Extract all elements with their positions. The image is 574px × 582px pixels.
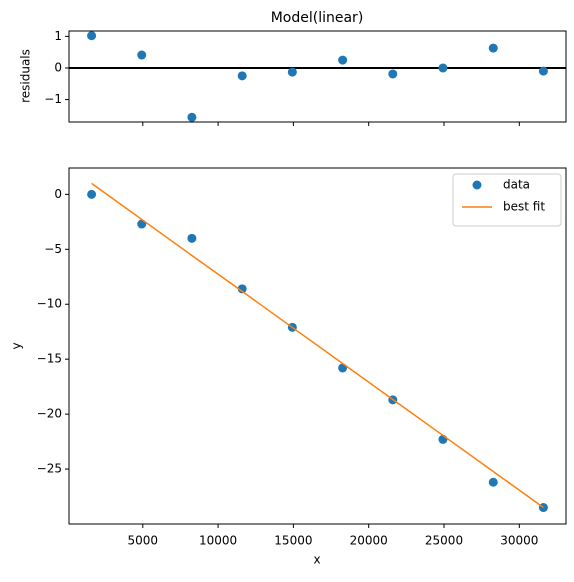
x-tick-label: 5000 — [128, 534, 159, 548]
x-tick-label: 30000 — [500, 534, 538, 548]
legend-label: best fit — [503, 200, 545, 214]
data-point — [187, 233, 197, 243]
y-tick-label: 0 — [54, 187, 62, 201]
x-axis-label: x — [313, 553, 320, 567]
data-point — [488, 477, 498, 487]
y-tick-label: −10 — [37, 297, 62, 311]
y-tick-label: −1 — [44, 92, 62, 106]
data-point — [388, 69, 398, 79]
y-tick-label: 0 — [54, 60, 62, 74]
y-tick-label: −15 — [37, 352, 62, 366]
y-tick-label: −20 — [37, 407, 62, 421]
y-axis-label: y — [10, 342, 24, 349]
data-point — [237, 284, 247, 294]
x-tick-label: 15000 — [274, 534, 312, 548]
data-point — [87, 31, 97, 41]
data-point — [438, 63, 448, 73]
data-point — [488, 43, 498, 53]
plot-frame — [68, 167, 567, 525]
y-tick-label: −25 — [37, 462, 62, 476]
data-point — [538, 66, 548, 76]
y-tick-label: 1 — [54, 29, 62, 43]
data-point — [137, 50, 147, 60]
data-point — [87, 189, 97, 199]
legend-label: data — [503, 178, 530, 192]
fit-line — [91, 182, 544, 509]
x-tick-label: 20000 — [350, 534, 388, 548]
legend-swatch — [472, 180, 482, 190]
y-tick-label: −5 — [44, 242, 62, 256]
data-point — [338, 55, 348, 65]
data-point — [187, 112, 197, 122]
x-tick-label: 10000 — [199, 534, 237, 548]
chart-title: Model(linear) — [271, 10, 364, 26]
plot-frame — [68, 30, 567, 123]
y-axis-label: residuals — [19, 49, 33, 103]
x-tick-label: 25000 — [425, 534, 463, 548]
data-point — [287, 67, 297, 77]
data-point — [237, 71, 247, 81]
